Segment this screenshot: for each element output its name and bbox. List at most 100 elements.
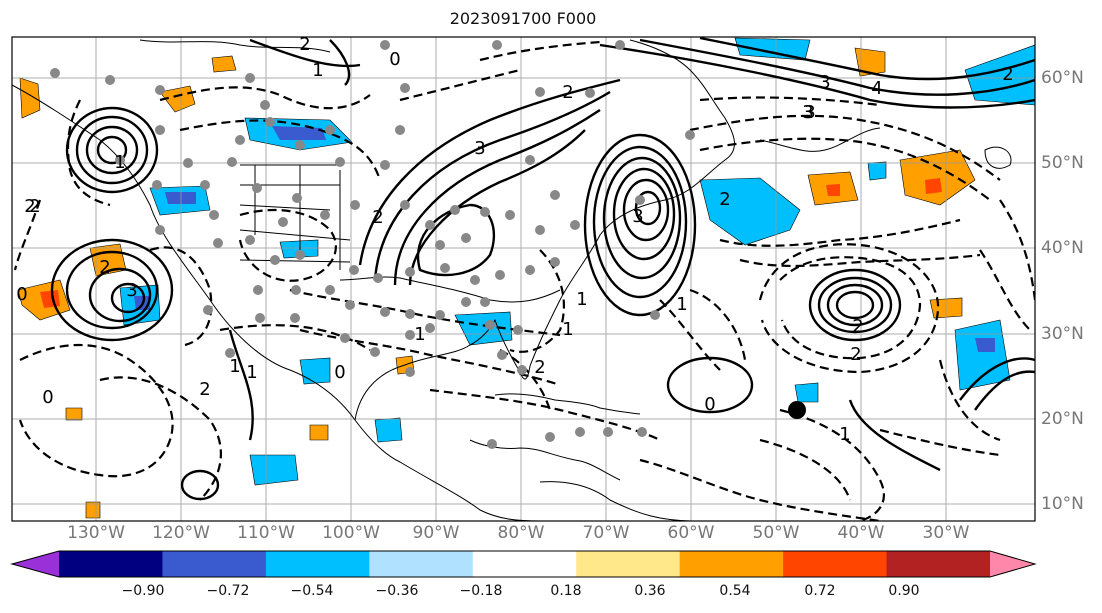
- colorbar: [10, 550, 1037, 578]
- contour-label: 3: [802, 102, 813, 123]
- contour-label: 0: [334, 362, 345, 383]
- contour-label: 2: [372, 207, 383, 228]
- longitude-label: 100°W: [322, 523, 380, 543]
- station-markers: [50, 40, 695, 449]
- map-frame: [11, 36, 1036, 522]
- blue-patch: [794, 382, 819, 403]
- longitude-label: 30°W: [922, 523, 970, 543]
- contour-label: 2: [850, 344, 861, 365]
- contour-label: 1: [562, 319, 573, 340]
- blue-patch: [279, 239, 319, 259]
- colorbar-tick-label: −0.72: [206, 583, 250, 599]
- blue-patch: [299, 357, 331, 385]
- blue-patch: [249, 454, 299, 486]
- contour-label: 2: [1002, 64, 1013, 85]
- colorbar-tick-label: 0.54: [719, 583, 751, 599]
- contour-label: 3: [804, 102, 815, 123]
- blue-patch: [954, 319, 1011, 391]
- longitude-label: 110°W: [237, 523, 295, 543]
- contour-label: 2: [29, 196, 40, 217]
- contour-label: 0: [704, 394, 715, 415]
- contour-label: 0: [42, 387, 53, 408]
- dashed-contours: [13, 40, 1035, 521]
- colorbar-cell: [369, 551, 474, 577]
- blue-patch: [374, 417, 403, 443]
- colorbar-tick-label: 0.72: [804, 583, 836, 599]
- longitude-label: 120°W: [152, 523, 210, 543]
- longitude-label: 40°W: [837, 523, 885, 543]
- contour-label: 2: [719, 189, 730, 210]
- latitude-label: 60°N: [1041, 68, 1084, 88]
- contour-label: 3: [632, 206, 643, 227]
- dark-blue-patch: [975, 338, 995, 352]
- latitude-label: 10°N: [1041, 494, 1084, 514]
- colorbar-extend-low: [12, 551, 59, 577]
- latitude-label: 40°N: [1041, 238, 1084, 258]
- contour-label: 2: [534, 357, 545, 378]
- orange-patch: [211, 55, 237, 73]
- colorbar-tick-label: −0.54: [290, 583, 334, 599]
- dark-blue-patch: [272, 126, 326, 140]
- contour-label: 1: [576, 289, 587, 310]
- contour-label: 4: [871, 78, 882, 99]
- colorbar-cell: [679, 551, 784, 577]
- colorbar-cell: [265, 551, 370, 577]
- contour-label: 1: [839, 424, 850, 445]
- blue-patch: [964, 44, 1035, 106]
- longitude-label: 50°W: [752, 523, 800, 543]
- blue-patch: [699, 177, 801, 246]
- contour-label: 1: [414, 324, 425, 345]
- contour-label: 2: [562, 82, 573, 103]
- orange-patch: [899, 149, 976, 206]
- colorbar-tick-label: 0.90: [888, 583, 920, 599]
- colorbar-tick-label: −0.36: [375, 583, 419, 599]
- contour-label: 2: [99, 257, 110, 278]
- contour-label: 3: [819, 72, 830, 93]
- contour-label: 1: [312, 60, 323, 81]
- latitude-label: 30°N: [1041, 324, 1084, 344]
- colorbar-cell: [162, 551, 267, 577]
- colorbar-tick-label: −0.90: [121, 583, 165, 599]
- colorbar-outline: [10, 550, 1037, 578]
- orange-patch: [309, 424, 329, 441]
- contour-label: 3: [126, 280, 137, 301]
- contour-label: 2: [299, 34, 310, 55]
- contour-label: 2: [852, 316, 863, 337]
- colorbar-cell: [783, 551, 888, 577]
- blue-patch: [454, 311, 513, 346]
- red-patch: [826, 184, 840, 196]
- red-patch: [925, 178, 942, 194]
- colorbar-tick-label: −0.18: [459, 583, 503, 599]
- blue-patch: [867, 161, 887, 181]
- longitude-label: 70°W: [582, 523, 630, 543]
- orange-patch: [65, 407, 83, 421]
- map-title: 2023091700 F000: [449, 9, 597, 28]
- colorbar-cell: [886, 551, 991, 577]
- longitude-label: 80°W: [497, 523, 545, 543]
- colorbar-tick-label: 0.36: [634, 583, 666, 599]
- contour-label: 2: [199, 379, 210, 400]
- contour-label: 0: [389, 49, 400, 70]
- contour-label: 0: [16, 284, 27, 305]
- colorbar-extend-high: [990, 551, 1035, 577]
- contour-label: 1: [246, 362, 257, 383]
- latitude-label: 50°N: [1041, 153, 1084, 173]
- longitude-label: 90°W: [412, 523, 460, 543]
- weather-map: 2 1 0 3 2 3 1 3 2 4 3 2 3 2 1 0 1 2 2 1 …: [11, 34, 1036, 522]
- contour-label: 2: [24, 196, 35, 217]
- contour-label: 3: [474, 138, 485, 159]
- storm-center-marker: [788, 401, 806, 419]
- colorbar-cell: [576, 551, 681, 577]
- contour-label-layer: 2 1 0 3 2 3 1 3 2 4 3 2 3 2 1 0 1 2 2 1 …: [16, 34, 1013, 445]
- longitude-label: 60°W: [667, 523, 715, 543]
- orange-patch: [159, 85, 196, 113]
- contour-label: 1: [229, 356, 240, 377]
- contour-label: 1: [114, 152, 125, 173]
- colorbar-cell: [472, 551, 577, 577]
- latitude-label: 20°N: [1041, 409, 1084, 429]
- contour-label: 1: [676, 294, 687, 315]
- colorbar-tick-label: 0.18: [550, 583, 582, 599]
- orange-patch: [19, 77, 41, 119]
- colorbar-cell: [59, 551, 163, 577]
- orange-patch: [854, 47, 886, 77]
